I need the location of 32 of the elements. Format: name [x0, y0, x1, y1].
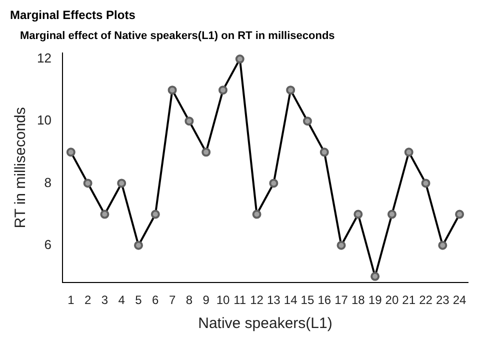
y-tick-label: 12 — [36, 50, 52, 66]
x-tick-label: 19 — [368, 293, 382, 308]
x-tick-label: 5 — [135, 293, 142, 308]
x-tick-label: 14 — [284, 293, 298, 308]
x-tick-label: 11 — [234, 293, 246, 308]
x-tick-label: 21 — [402, 293, 416, 308]
x-tick-label: 24 — [452, 293, 467, 308]
x-tick-label: 18 — [351, 293, 366, 308]
chart-title: Marginal Effects Plots — [10, 8, 136, 22]
x-tick-label: 13 — [267, 293, 281, 308]
x-tick-label: 12 — [250, 293, 264, 308]
x-tick-label: 22 — [419, 293, 433, 308]
y-tick-label: 8 — [44, 174, 52, 190]
y-axis-title: RT in milliseconds — [12, 107, 30, 228]
x-tick-label: 10 — [216, 293, 230, 308]
chart-subtitle: Marginal effect of Native speakers(L1) on RT in milliseconds — [20, 30, 336, 42]
x-tick-label: 4 — [118, 293, 126, 308]
y-tick-label: 10 — [36, 112, 52, 128]
x-tick-label: 8 — [186, 293, 193, 308]
x-tick-label: 9 — [202, 293, 210, 308]
x-tick-label: 3 — [101, 293, 108, 308]
x-tick-label: 15 — [300, 293, 314, 308]
x-tick-label: 16 — [318, 293, 332, 308]
x-tick-label: 20 — [385, 293, 399, 308]
y-tick-label: 6 — [44, 236, 52, 252]
x-tick-label: 17 — [334, 293, 348, 308]
x-tick-label: 23 — [436, 293, 450, 308]
x-tick-label: 1 — [68, 293, 75, 308]
x-tick-label: 7 — [168, 293, 176, 308]
x-axis-title: Native speakers(L1) — [198, 315, 332, 332]
x-tick-label: 2 — [84, 293, 92, 308]
x-tick-label: 6 — [152, 293, 160, 308]
